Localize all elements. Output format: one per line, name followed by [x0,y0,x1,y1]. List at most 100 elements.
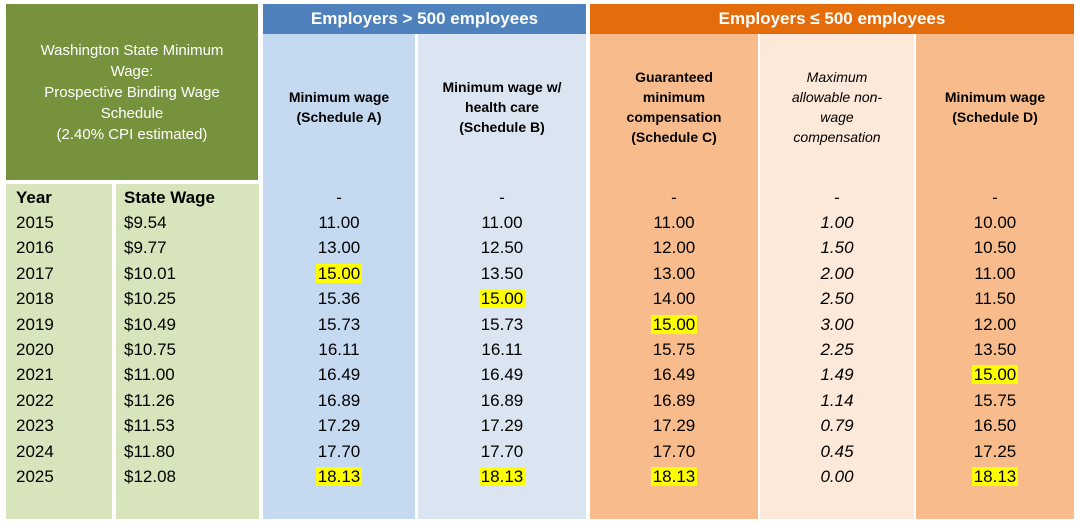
schedule-b-column-bg [418,34,586,519]
value-text: 17.25 [973,441,1017,461]
value-cell-e: 13.50 [916,337,1074,362]
value-cell-c: 14.00 [590,286,758,311]
value-text: 16.89 [317,390,361,410]
value-cell-b: 18.13 [418,464,586,489]
value-cell-a: 15.00 [263,261,415,286]
highlighted-value: 15.00 [478,289,526,309]
column-header-schedule-b: Minimum wage w/health care (Schedule B) [418,34,586,180]
year-header: Year [16,188,52,207]
value-cell-e: 16.50 [916,413,1074,438]
non-wage-column-bg [760,34,914,519]
state-wage-cell: $11.80 [124,441,175,461]
value-cell-d: 0.79 [760,413,914,438]
header-line: Minimum wage w/ [442,79,562,95]
header-line: Guaranteed [635,69,713,85]
year-cell: 2017 [16,263,54,283]
value-text: 15.75 [652,340,696,359]
column-header-schedule-c: Guaranteed minimum compensation (Schedule C… [590,34,758,180]
dash-cell: - [834,188,840,207]
state-wage-header: State Wage [124,188,216,207]
table-row: 2021 $11.00 16.49 16.49 16.49 1.49 15.00 [0,362,1080,387]
value-cell-c: 17.29 [590,413,758,438]
value-text: 16.49 [317,365,361,385]
table-row: 2019 $10.49 15.73 15.73 15.00 3.00 12.00 [0,312,1080,337]
year-cell: 2020 [16,340,54,359]
title-line: Prospective Binding Wage [44,83,220,101]
value-cell-d: 1.00 [760,210,914,235]
value-cell-e: 15.00 [916,362,1074,387]
value-text: 17.70 [317,441,361,461]
value-text: 16.49 [652,365,696,385]
value-text: 11.00 [653,213,695,232]
value-cell-e: 15.75 [916,388,1074,413]
year-cell: 2025 [16,467,54,486]
value-text: 16.89 [652,390,696,410]
value-cell-d: 1.50 [760,235,914,260]
value-cell-b: 16.11 [418,337,586,362]
value-cell-a: 11.00 [263,210,415,235]
title-line: Wage: [110,62,154,80]
schedule-c-column-bg [590,34,758,519]
value-text: 17.29 [317,416,361,436]
title-line: Schedule [100,104,164,122]
header-line: (Schedule B) [459,119,545,135]
value-text: 12.00 [652,238,696,258]
value-text: 15.73 [317,314,361,334]
value-text: 10.50 [973,238,1017,258]
value-cell-c: 12.00 [590,235,758,260]
value-cell-a: 15.73 [263,312,415,337]
value-cell-a: 13.00 [263,235,415,260]
title-line: Washington State Minimum [40,41,224,59]
value-cell-a: 16.11 [263,337,415,362]
table-row: 2016 $9.77 13.00 12.50 12.00 1.50 10.50 [0,235,1080,260]
value-text: 16.11 [481,340,523,359]
value-cell-a: 17.70 [263,439,415,464]
header-line: minimum [642,89,706,105]
highlighted-value: 15.00 [650,314,698,334]
value-text: 3.00 [820,314,854,334]
value-cell-d: 0.45 [760,439,914,464]
header-line: (Schedule D) [952,109,1038,125]
year-cell: 2019 [16,314,54,334]
year-cell: 2023 [16,416,54,436]
value-cell-a: 16.89 [263,388,415,413]
state-wage-cell: $11.00 [124,365,175,385]
value-text: 14.00 [652,289,696,309]
value-text: 17.29 [480,416,524,436]
column-header-schedule-a: Minimum wage (Schedule A) [263,34,415,180]
value-cell-c: 15.00 [590,312,758,337]
highlighted-value: 18.13 [478,467,526,486]
header-line: Minimum wage [288,89,390,105]
column-header-non-wage-compensation: Maximum allowable non-wage compensation [760,34,914,180]
value-cell-c: 16.89 [590,388,758,413]
value-cell-e: 11.00 [916,261,1074,286]
value-cell-d: 3.00 [760,312,914,337]
highlighted-value: 18.13 [650,467,698,486]
value-text: 10.00 [973,213,1017,232]
year-cell: 2016 [16,238,54,258]
state-wage-cell: $11.53 [124,416,175,436]
value-text: 2.50 [820,289,854,309]
value-text: 0.45 [820,441,854,461]
year-cell: 2021 [16,365,54,385]
state-wage-cell: $12.08 [124,467,176,486]
value-cell-a: 15.36 [263,286,415,311]
value-cell-e: 11.50 [916,286,1074,311]
schedule-d-column-bg [916,34,1074,519]
value-text: 15.36 [317,289,361,309]
header-line: compensation [626,109,722,125]
group-header-small-employers: Employers ≤ 500 employees [590,4,1074,34]
value-text: 11.00 [318,213,360,232]
value-cell-d: 0.00 [760,464,914,489]
value-text: 0.00 [820,467,854,486]
state-wage-cell: $9.77 [124,238,167,258]
dash-cell: - [671,188,677,207]
highlighted-value: 18.13 [971,467,1019,486]
value-cell-b: 15.73 [418,312,586,337]
dash-cell: - [336,188,342,207]
value-cell-b: 12.50 [418,235,586,260]
value-cell-d: 2.25 [760,337,914,362]
value-text: 15.73 [480,314,524,334]
value-text: 12.00 [973,314,1017,334]
value-cell-b: 17.29 [418,413,586,438]
